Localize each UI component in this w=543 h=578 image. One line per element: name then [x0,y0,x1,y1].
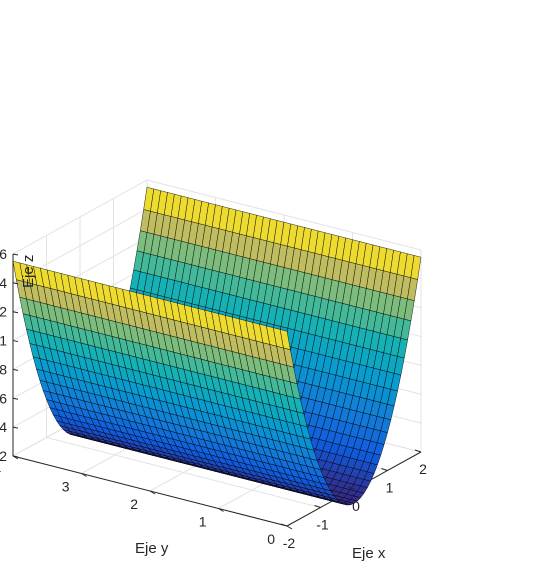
x-tick-mark [347,486,355,490]
z-tick-label: 0.8 [0,361,7,377]
y-tick-label: 1 [199,514,207,530]
x-tick-label: 0 [352,498,360,514]
y-tick-label: 3 [62,479,70,495]
z-tick-label: 0.2 [0,448,7,464]
z-tick-label: 1.4 [0,275,7,291]
y-tick-label: 4 [0,461,1,477]
surface-mesh [12,186,422,506]
z-tick-mark [12,455,19,458]
y-tick-mark [149,490,156,495]
z-axis-label: Eje z [20,255,37,288]
wall-grid-line [146,179,422,251]
z-tick-mark [12,397,19,400]
y-tick-label: 0 [267,531,275,547]
x-tick-label: -2 [283,535,296,551]
x-tick-mark [414,449,422,453]
x-axis-label: Eje x [352,545,386,562]
z-tick-mark [12,282,19,285]
x-tick-mark [381,468,388,471]
z-tick-label: 0.6 [0,390,7,406]
z-tick-mark [12,311,19,314]
z-tick-mark [12,340,19,343]
y-tick-label: 2 [130,496,138,512]
tick-labels: -2 -1 0 1 2 0 1 2 3 40.2 0.4 0.6 0.8 1 1.2 1.4 1.6 [0,246,427,551]
z-tick-label: 1.6 [0,246,7,262]
x-tick-label: -1 [316,517,329,533]
z-tick-mark [12,426,19,429]
z-tick-label: 1.2 [0,304,7,320]
x-tick-label: 1 [386,480,394,496]
x-tick-label: 2 [419,461,427,477]
x-tick-mark [280,523,288,527]
y-tick-mark [81,473,87,477]
y-tick-mark [286,525,293,530]
z-tick-mark [12,368,19,371]
x-tick-mark [314,505,321,508]
z-tick-label: 1 [0,333,7,349]
y-tick-mark [218,508,224,512]
y-axis-label: Eje y [135,540,169,557]
z-tick-mark [12,253,19,256]
surface-face [410,255,422,280]
z-tick-label: 0.4 [0,419,7,435]
wall-grid-line [12,179,148,255]
